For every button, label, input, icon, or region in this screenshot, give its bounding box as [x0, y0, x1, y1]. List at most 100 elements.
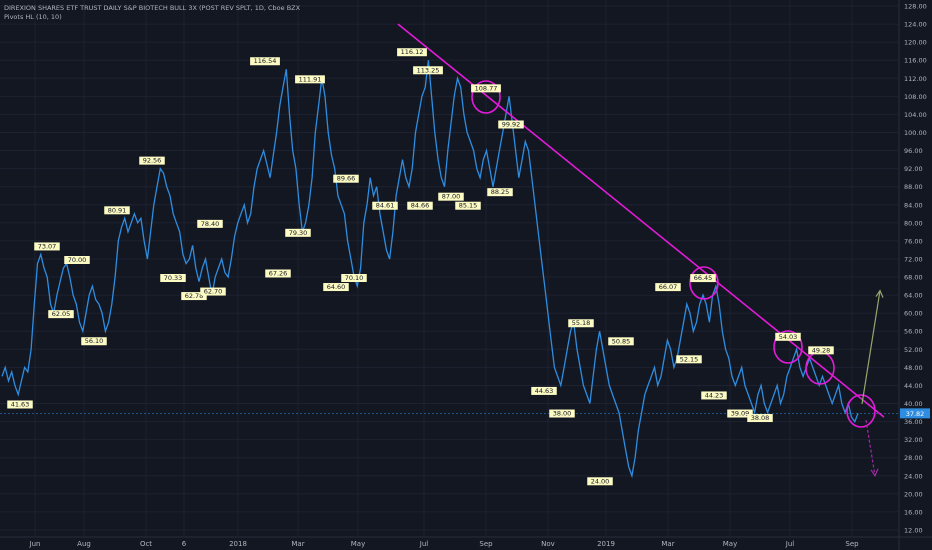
time-axis-label: Sep [845, 540, 859, 548]
price-axis-label: 104.00 [904, 111, 927, 119]
pivot-high-label: 66.45 [694, 274, 713, 282]
pivot-low-label-bg [285, 228, 311, 237]
pivot-low-label-bg [747, 414, 773, 423]
pivot-low-label: 84.66 [411, 202, 430, 210]
price-axis-label: 128.00 [904, 3, 927, 11]
pivot-low-label: 79.30 [289, 229, 308, 237]
pivot-low-label-bg [323, 283, 349, 292]
pivot-low-label-bg [160, 274, 186, 282]
pivot-low-label: 87.00 [442, 193, 461, 201]
time-axis-label: Mar [661, 540, 674, 548]
pivot-high-label-bg [139, 156, 165, 165]
pivot-low-label-bg [341, 274, 367, 282]
pivot-high-label: 80.91 [108, 206, 127, 214]
pivot-high-label: 50.85 [612, 337, 631, 345]
pivot-low-label-bg [200, 287, 226, 296]
pivot-high-label: 73.07 [38, 242, 57, 250]
arrow-up-head [875, 289, 884, 298]
pivot-high-label-bg [498, 120, 524, 129]
pivot-high-label-bg [690, 274, 716, 283]
indicator-label: Pivots HL (10, 10) [4, 13, 62, 21]
touch-circle [773, 330, 803, 364]
pivot-high-label: 54.03 [779, 333, 798, 341]
price-axis-label: 44.00 [904, 382, 923, 390]
price-series-line [1, 60, 859, 479]
price-axis-label: 68.00 [904, 274, 923, 282]
pivot-low-label: 64.60 [327, 283, 346, 291]
pivot-low-label: 44.23 [705, 391, 724, 399]
time-axis-label: May [723, 540, 737, 548]
price-axis-label: 112.00 [904, 75, 927, 83]
price-axis-label: 16.00 [904, 508, 923, 516]
pivot-high-label-bg [197, 219, 223, 228]
pivot-high-label-bg [104, 206, 130, 215]
time-axis-label: Oct [140, 540, 152, 548]
price-axis-label: 116.00 [904, 57, 927, 65]
price-axis-label: 52.00 [904, 346, 923, 354]
pivot-high-label-bg [34, 242, 60, 251]
pivot-low-label-bg [549, 409, 575, 418]
arrow-down-head [870, 468, 879, 478]
pivot-low-label: 62.05 [52, 310, 71, 318]
pivot-high-label-bg [295, 75, 325, 84]
pivot-high-label-bg [413, 66, 443, 75]
pivot-low-label: 62.78 [185, 292, 204, 300]
pivot-low-label: 62.70 [204, 288, 223, 296]
pivot-high-label-bg [471, 84, 501, 93]
pivot-high-label-bg [333, 174, 359, 183]
time-axis-label: May [351, 540, 365, 548]
pivot-high-label: 116.12 [401, 48, 424, 56]
price-axis-label: 84.00 [904, 201, 923, 209]
price-axis-label: 96.00 [904, 147, 923, 155]
price-axis-label: 108.00 [904, 93, 927, 101]
pivot-high-label-bg [397, 48, 427, 57]
pivot-low-label: 52.15 [680, 355, 699, 363]
time-axis-label: Aug [77, 540, 91, 548]
price-axis-label: 80.00 [904, 219, 923, 227]
pivot-high-label-bg [608, 337, 634, 346]
pivot-low-label-bg [372, 201, 398, 210]
time-axis-label: 2018 [229, 540, 247, 548]
price-axis-label: 32.00 [904, 436, 923, 444]
pivot-low-label: 70.33 [164, 274, 183, 282]
last-price-value: 37.82 [906, 410, 925, 418]
pivot-low-label-bg [455, 201, 481, 210]
price-axis-label: 92.00 [904, 165, 923, 173]
touch-circle [846, 394, 876, 428]
last-price-badge [900, 408, 930, 419]
time-axis-label: Nov [541, 540, 555, 548]
pivot-low-label: 88.25 [491, 188, 510, 196]
pivot-low-label-bg [727, 409, 753, 418]
pivot-low-label-bg [676, 355, 702, 364]
pivot-low-label-bg [438, 192, 464, 201]
pivot-high-label: 70.00 [68, 256, 87, 264]
price-axis-label: 28.00 [904, 454, 923, 462]
pivot-low-label-bg [265, 269, 291, 278]
symbol-title: DIREXION SHARES ETF TRUST DAILY S&P BIOT… [4, 4, 301, 12]
pivot-high-label: 113.25 [417, 66, 440, 74]
price-axis-label: 72.00 [904, 255, 923, 263]
pivot-high-label-bg [655, 283, 681, 292]
pivot-low-label: 38.00 [553, 410, 572, 418]
pivot-high-label: 55.18 [572, 319, 591, 327]
time-axis-label: Sep [479, 540, 493, 548]
time-axis-label: 2019 [597, 540, 615, 548]
touch-circle [689, 266, 719, 300]
pivot-high-label: 116.54 [254, 57, 277, 65]
touch-circle [471, 80, 501, 114]
pivot-low-label: 39.09 [731, 410, 750, 418]
pivot-low-label-bg [587, 477, 613, 486]
pivot-low-label: 44.63 [535, 387, 554, 395]
pivot-high-label: 49.28 [812, 346, 831, 354]
pivot-high-label: 108.77 [475, 84, 498, 92]
pivot-high-label-bg [64, 256, 90, 264]
pivot-low-label-bg [181, 292, 207, 301]
pivot-low-label: 24.00 [591, 477, 610, 485]
price-axis-label: 24.00 [904, 472, 923, 480]
pivot-high-label: 78.40 [201, 220, 220, 228]
pivot-high-label-bg [250, 57, 280, 66]
time-axis-label: Jul [785, 540, 795, 548]
pivot-high-label-bg [568, 319, 594, 328]
pivot-low-label-bg [407, 201, 433, 210]
